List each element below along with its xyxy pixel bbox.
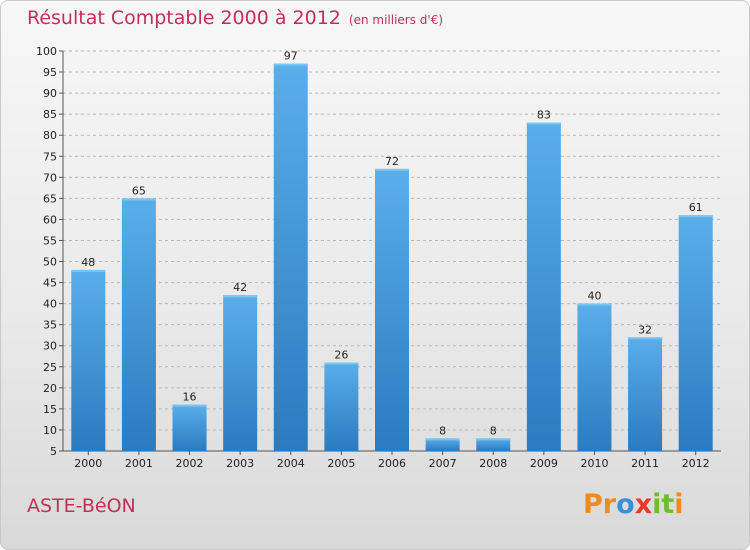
data-label: 8	[439, 424, 446, 437]
bar-highlight	[425, 438, 460, 441]
bar-highlight	[121, 198, 156, 201]
y-tick-label: 75	[43, 150, 57, 163]
bar-highlight	[577, 303, 612, 306]
logo-letter: P	[583, 489, 603, 520]
y-tick-label: 60	[43, 213, 57, 226]
data-label: 48	[81, 256, 95, 269]
data-label: 72	[385, 155, 399, 168]
y-tick-label: 85	[43, 108, 57, 121]
data-label: 40	[587, 290, 601, 303]
y-tick-label: 10	[43, 424, 57, 437]
x-tick-label: 2011	[631, 457, 659, 470]
x-tick-label: 2009	[530, 457, 558, 470]
x-tick-label: 2005	[327, 457, 355, 470]
x-tick-label: 2008	[479, 457, 507, 470]
bar-highlight	[223, 295, 258, 298]
title-text: Résultat Comptable 2000 à 2012	[27, 7, 341, 29]
y-tick-label: 20	[43, 382, 57, 395]
bar-highlight	[71, 269, 106, 272]
x-tick-label: 2010	[580, 457, 608, 470]
bar	[526, 122, 561, 451]
y-tick-label: 5	[50, 445, 57, 458]
bar-highlight	[678, 215, 713, 218]
x-tick-label: 2002	[176, 457, 204, 470]
bar-highlight	[324, 362, 359, 365]
y-tick-label: 90	[43, 87, 57, 100]
y-tick-label: 30	[43, 340, 57, 353]
place-name: ASTE-BéON	[27, 495, 136, 517]
logo-letter: t	[661, 489, 675, 520]
data-label: 16	[183, 391, 197, 404]
y-tick-label: 95	[43, 66, 57, 79]
logo-letter: o	[616, 489, 635, 520]
data-label: 83	[537, 109, 551, 122]
data-label: 32	[638, 323, 652, 336]
bar	[172, 404, 207, 451]
y-tick-label: 45	[43, 277, 57, 290]
x-tick-label: 2006	[378, 457, 406, 470]
data-label: 61	[689, 201, 703, 214]
x-tick-label: 2001	[125, 457, 153, 470]
y-tick-label: 35	[43, 319, 57, 332]
logo-letter: r	[602, 489, 617, 520]
x-tick-label: 2000	[74, 457, 102, 470]
data-label: 8	[490, 424, 497, 437]
bar-highlight	[628, 337, 663, 340]
y-tick-label: 15	[43, 403, 57, 416]
bar	[121, 198, 156, 451]
y-tick-label: 80	[43, 129, 57, 142]
y-tick-label: 100	[36, 45, 57, 58]
x-tick-label: 2012	[682, 457, 710, 470]
logo-letter: i	[652, 489, 662, 520]
bar	[223, 295, 258, 451]
y-tick-label: 25	[43, 361, 57, 374]
bar	[273, 63, 308, 451]
chart-title: Résultat Comptable 2000 à 2012 (en millie…	[27, 7, 443, 29]
y-tick-label: 55	[43, 234, 57, 247]
y-tick-label: 70	[43, 171, 57, 184]
data-label: 26	[334, 349, 348, 362]
bar	[628, 337, 663, 451]
y-tick-label: 50	[43, 256, 57, 269]
bar	[678, 215, 713, 451]
proxiti-logo: Proxiti	[583, 489, 684, 520]
bar-highlight	[273, 63, 308, 66]
data-label: 42	[233, 281, 247, 294]
data-label: 97	[284, 50, 298, 63]
x-tick-label: 2004	[277, 457, 305, 470]
y-tick-label: 40	[43, 298, 57, 311]
bar-highlight	[526, 122, 561, 125]
bar-highlight	[476, 438, 511, 441]
logo-letter: i	[674, 489, 684, 520]
bar	[324, 362, 359, 451]
unit-label: (en milliers d'€)	[348, 13, 444, 27]
bar	[577, 303, 612, 451]
bar	[71, 269, 106, 451]
logo-letter: x	[634, 489, 653, 520]
bar	[476, 438, 511, 451]
bar	[425, 438, 460, 451]
bar-highlight	[375, 168, 409, 171]
data-label: 65	[132, 184, 146, 197]
x-tick-label: 2003	[226, 457, 254, 470]
bar-highlight	[172, 404, 207, 407]
y-tick-label: 65	[43, 192, 57, 205]
bar	[375, 168, 409, 452]
x-tick-label: 2007	[429, 457, 457, 470]
